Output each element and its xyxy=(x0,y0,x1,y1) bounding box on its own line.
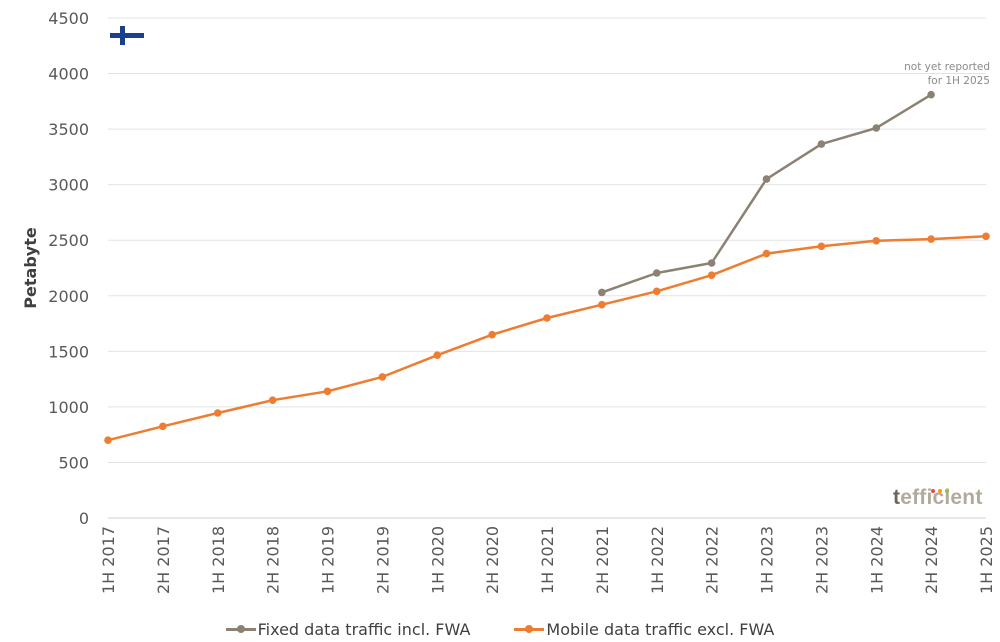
y-tick-label: 3000 xyxy=(48,176,89,195)
annotation-line-2: for 1H 2025 xyxy=(928,75,990,87)
legend-item-mobile: Mobile data traffic excl. FWA xyxy=(514,618,774,640)
y-tick-label: 2500 xyxy=(48,231,89,250)
x-tick-label: 2H 2018 xyxy=(264,526,283,594)
x-tick-label: 1H 2023 xyxy=(758,526,777,594)
data-point xyxy=(707,271,716,280)
flag-cross-horizontal xyxy=(110,33,144,38)
y-tick-label: 2000 xyxy=(48,287,89,306)
series-lines xyxy=(104,90,990,445)
chart-legend: Fixed data traffic incl. FWA Mobile data… xyxy=(0,618,1000,640)
data-point xyxy=(104,436,112,445)
data-point xyxy=(927,90,935,99)
data-point xyxy=(598,300,606,309)
data-point xyxy=(652,269,661,277)
x-tick-label: 1H 2020 xyxy=(428,526,447,594)
data-point xyxy=(927,235,935,243)
x-tick-label: 2H 2023 xyxy=(812,526,831,594)
legend-label-mobile: Mobile data traffic excl. FWA xyxy=(546,619,775,639)
x-tick-label: 1H 2018 xyxy=(209,526,228,594)
x-tick-label: 2H 2019 xyxy=(373,526,392,594)
x-tick-label: 1H 2022 xyxy=(648,526,667,594)
series-line-mobile xyxy=(107,235,987,442)
x-tick-label: 1H 2019 xyxy=(319,526,338,594)
data-point xyxy=(872,236,881,245)
x-tick-label: 1H 2021 xyxy=(538,526,557,594)
data-point xyxy=(817,140,826,148)
x-tick-label: 2H 2020 xyxy=(483,526,502,594)
x-axis-ticks: 1H 2017 2H 2017 1H 2018 2H 2018 1H 2019 2H 20… xyxy=(99,526,996,594)
y-tick-label: 1000 xyxy=(48,398,89,417)
data-point xyxy=(707,259,716,267)
series-line-fixed xyxy=(601,93,932,294)
data-point xyxy=(982,232,990,241)
y-axis-ticks: 0 500 1000 1500 2000 2500 3000 3500 4000 4500 xyxy=(48,9,89,528)
x-tick-label: 1H 2025 xyxy=(977,526,996,594)
legend-swatch-fixed xyxy=(225,622,256,636)
data-point xyxy=(872,124,881,132)
y-tick-label: 0 xyxy=(79,509,89,528)
line-chart: 0 500 1000 1500 2000 2500 3000 3500 4000 4500 1H … xyxy=(21,9,996,594)
x-tick-label: 2H 2017 xyxy=(154,526,173,594)
x-tick-label: 2H 2024 xyxy=(922,526,941,594)
x-tick-label: 2H 2021 xyxy=(593,526,612,594)
annotation-line-1: not yet reported xyxy=(904,61,990,73)
y-tick-label: 4500 xyxy=(48,9,89,28)
logo-dots xyxy=(931,489,955,495)
data-point xyxy=(598,288,606,297)
y-tick-label: 1500 xyxy=(48,342,89,361)
x-tick-label: 1H 2017 xyxy=(99,526,118,594)
tefficient-logo: tefficient xyxy=(893,486,983,509)
data-point xyxy=(323,387,332,396)
x-tick-label: 1H 2024 xyxy=(867,526,886,594)
y-axis-title: Petabyte xyxy=(21,227,40,309)
data-point xyxy=(378,373,387,381)
logo-dot-green xyxy=(945,489,949,493)
data-point xyxy=(817,242,826,251)
legend-item-fixed: Fixed data traffic incl. FWA xyxy=(225,618,471,640)
data-point xyxy=(433,351,442,360)
data-point xyxy=(488,330,496,339)
data-point xyxy=(652,287,661,296)
legend-label-fixed: Fixed data traffic incl. FWA xyxy=(257,619,471,639)
legend-swatch-mobile xyxy=(514,622,545,636)
logo-dot-orange xyxy=(938,489,942,493)
finland-flag-icon xyxy=(110,26,144,45)
data-point xyxy=(762,175,771,183)
data-point xyxy=(268,396,277,405)
y-tick-label: 500 xyxy=(58,453,89,472)
gridlines xyxy=(108,17,986,519)
data-point xyxy=(762,249,771,258)
data-point xyxy=(213,409,222,417)
x-tick-label: 2H 2022 xyxy=(703,526,722,594)
flag-cross-vertical xyxy=(120,26,125,45)
y-tick-label: 3500 xyxy=(48,120,89,139)
logo-dot-red xyxy=(931,489,935,493)
data-point xyxy=(159,422,167,431)
data-point xyxy=(543,314,551,322)
y-tick-label: 4000 xyxy=(48,65,89,84)
